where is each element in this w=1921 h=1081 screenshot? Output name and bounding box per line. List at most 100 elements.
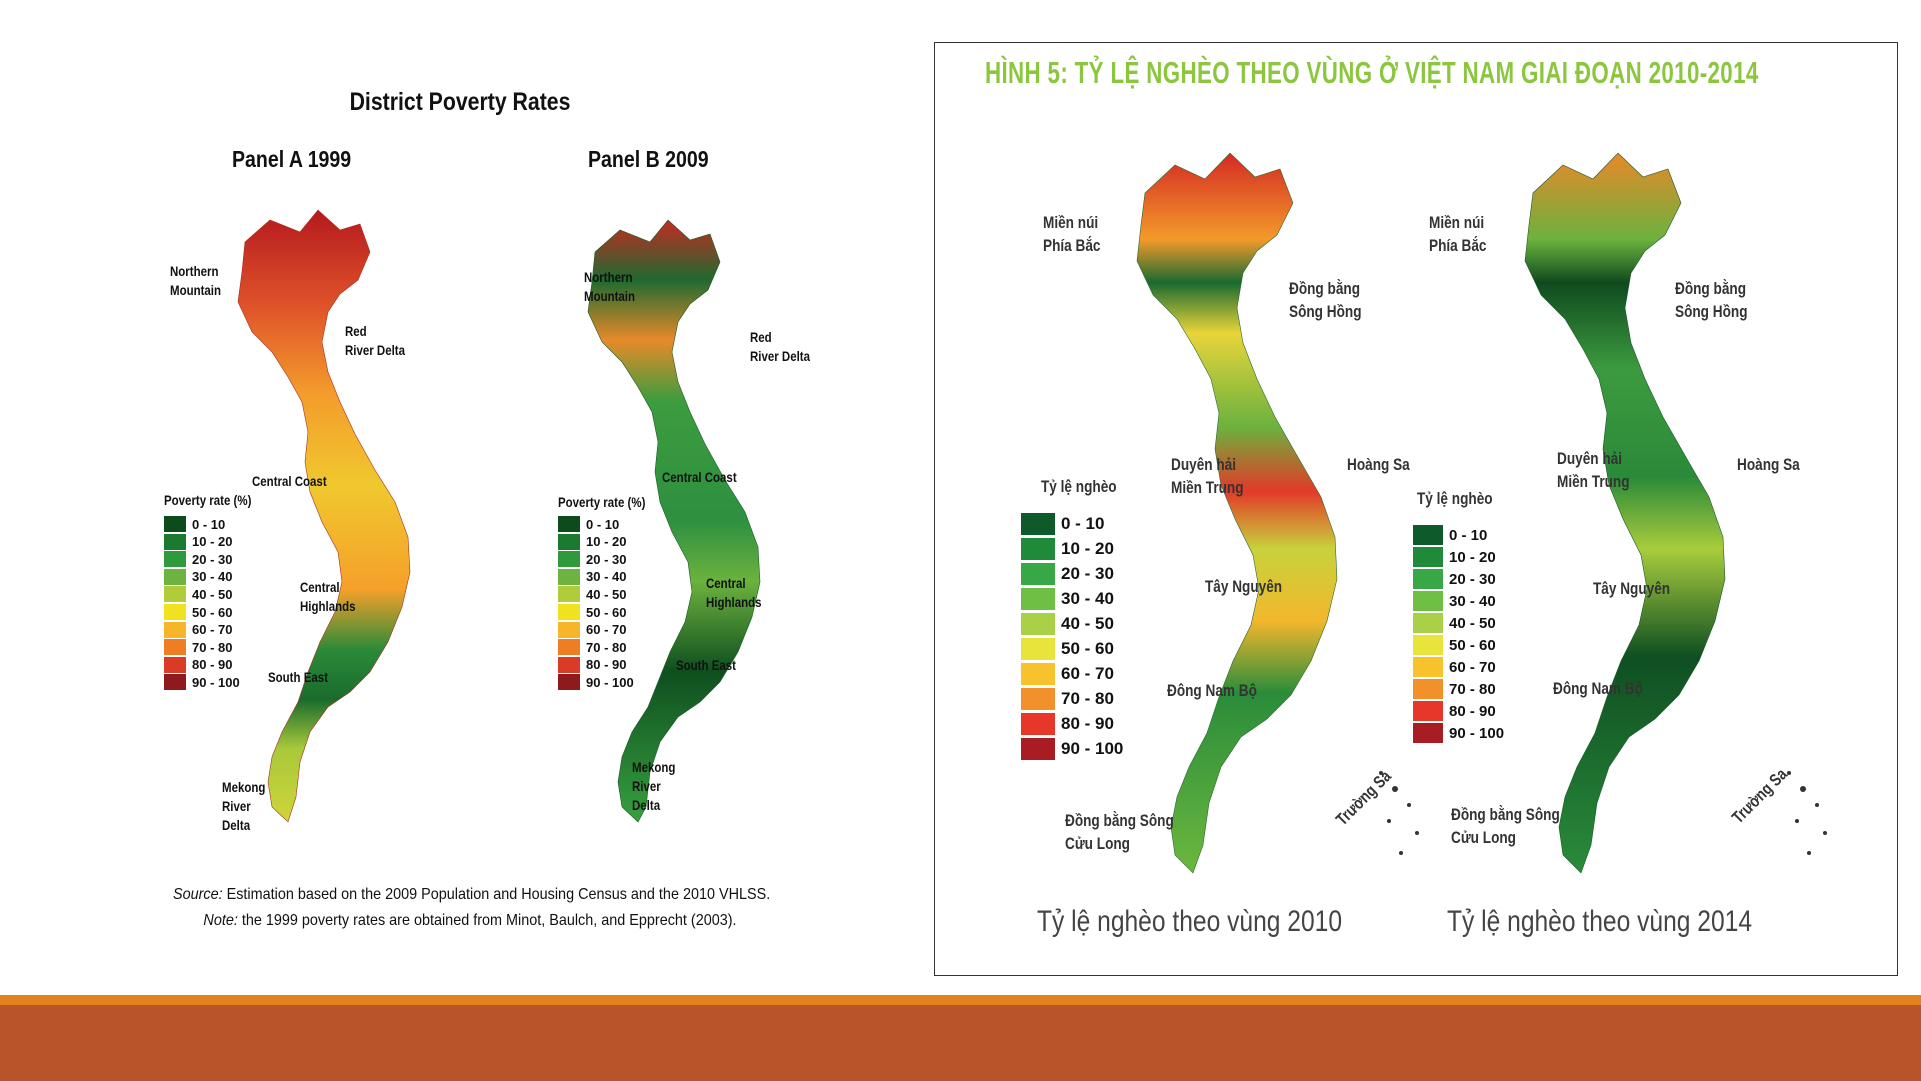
legend-a-swatch	[164, 586, 186, 603]
label-b-central-coast: Central Coast	[662, 469, 737, 485]
figure-heading: HÌNH 5: TỶ LỆ NGHÈO THEO VÙNG Ở VIỆT NAM…	[985, 55, 1759, 90]
label-2010-dong-bang-song-cuu-long: Đồng bằng Sông Cửu Long	[1065, 811, 1174, 853]
label-a-south-east: South East	[268, 669, 328, 685]
legend-b-label: 20 - 30	[586, 551, 627, 567]
legend-2010-swatch	[1021, 563, 1055, 585]
islands-2010	[1379, 771, 1419, 855]
legend-2014-swatch	[1413, 569, 1443, 589]
district-poverty-figure: District Poverty Rates Panel A 1999 Pane…	[140, 70, 840, 950]
legend-a-row: 60 - 70	[164, 621, 232, 638]
legend-2010-row: 90 - 100	[1021, 738, 1123, 760]
legend-2014-swatch	[1413, 657, 1443, 677]
legend-a-row: 40 - 50	[164, 586, 233, 603]
label-2014-dong-bang-song-hong: Đồng bằng Sông Hồng	[1675, 279, 1748, 321]
islands-2014	[1787, 771, 1827, 855]
legend-2014-label: 10 - 20	[1449, 548, 1496, 566]
legend-b-label: 70 - 80	[586, 639, 627, 655]
legend-a-swatch	[164, 604, 186, 620]
legend-a-label: 80 - 90	[192, 657, 233, 673]
legend-2014-swatch	[1413, 525, 1443, 545]
legend-2010-label: 40 - 50	[1061, 614, 1114, 633]
legend-2014-row: 0 - 10	[1413, 525, 1487, 545]
legend-2010-row: 20 - 30	[1021, 563, 1114, 585]
label-2010-tay-nguyen: Tây Nguyên	[1205, 577, 1283, 596]
legend-2010-swatch	[1021, 638, 1055, 660]
label-2014-dong-nam-bo: Đông Nam Bộ	[1553, 679, 1643, 698]
legend-2014-row: 60 - 70	[1413, 657, 1496, 677]
legend-2010-swatch	[1021, 663, 1055, 685]
legend-2014-label: 60 - 70	[1449, 658, 1496, 676]
vietnam-shape-2014	[1524, 152, 1726, 874]
legend-2014-label: 80 - 90	[1449, 702, 1496, 720]
legend-2014-swatch	[1413, 547, 1443, 567]
map-2014	[1524, 152, 1726, 874]
legend-a-swatch	[164, 674, 186, 691]
legend-2014-swatch	[1413, 679, 1443, 699]
legend-b-swatch	[558, 516, 580, 532]
legend-2010-label: 0 - 10	[1061, 514, 1105, 533]
legend-a-row: 50 - 60	[164, 604, 232, 620]
legend-b-row: 10 - 20	[558, 533, 626, 550]
legend-2010-row: 70 - 80	[1021, 688, 1114, 710]
legend-2014-row: 20 - 30	[1413, 569, 1496, 589]
legend-b-row: 30 - 40	[558, 568, 626, 585]
legend-2014-row: 80 - 90	[1413, 701, 1496, 721]
legend-a-swatch	[164, 639, 186, 656]
panel-a-map	[237, 209, 411, 823]
legend-2014-swatch	[1413, 613, 1443, 633]
label-2014-duyen-hai-mien-trung: Duyên hải Miền Trung	[1557, 449, 1630, 491]
legend-2010-row: 0 - 10	[1021, 513, 1104, 535]
legend-a-swatch	[164, 656, 186, 673]
legend-2010-row: 80 - 90	[1021, 713, 1114, 735]
source-note: Source: Estimation based on the 2009 Pop…	[173, 882, 770, 934]
legend-2010-title: Tỷ lệ nghèo	[1041, 477, 1117, 496]
label-2010-mien-nui-phia-bac: Miền núi Phía Bắc	[1043, 213, 1101, 255]
bottom-accent-bar	[0, 995, 1921, 1081]
legend-2010-swatch	[1021, 513, 1055, 535]
legend-2010-row: 40 - 50	[1021, 613, 1114, 635]
legend-b-title: Poverty rate (%)	[558, 494, 646, 510]
legend-b-label: 40 - 50	[586, 586, 627, 602]
legend-2014-label: 40 - 50	[1449, 614, 1496, 632]
legend-a-row: 90 - 100	[164, 674, 240, 691]
legend-a-label: 40 - 50	[192, 586, 233, 602]
legend-2010-swatch	[1021, 538, 1055, 560]
legend-b-row: 80 - 90	[558, 656, 627, 673]
legend-2014-row: 70 - 80	[1413, 679, 1496, 699]
caption-2010: Tỷ lệ nghèo theo vùng 2010	[1037, 905, 1343, 938]
legend-b-swatch	[558, 621, 580, 638]
legend-a-swatch	[164, 533, 186, 550]
label-b-northern-mountain: Northern Mountain	[584, 269, 636, 304]
label-2014-mien-nui-phia-bac: Miền núi Phía Bắc	[1429, 213, 1487, 255]
legend-b-label: 0 - 10	[586, 516, 620, 532]
legend-a-swatch	[164, 621, 186, 638]
legend-2010-swatch	[1021, 713, 1055, 735]
legend-2010-label: 80 - 90	[1061, 714, 1114, 733]
legend-2010-label: 20 - 30	[1061, 564, 1114, 583]
label-2010-dong-nam-bo: Đông Nam Bộ	[1167, 681, 1257, 700]
legend-a-swatch	[164, 516, 186, 532]
legend-2010-label: 70 - 80	[1061, 689, 1114, 708]
legend-b-swatch	[558, 656, 580, 673]
legend-2010-swatch	[1021, 588, 1055, 610]
legend-b-swatch	[558, 551, 580, 568]
legend-b-row: 0 - 10	[558, 516, 619, 532]
label-b-red-river-delta: Red River Delta	[750, 329, 810, 364]
legend-b-row: 20 - 30	[558, 551, 627, 568]
legend-a-label: 20 - 30	[192, 551, 233, 567]
label-2014-tay-nguyen: Tây Nguyên	[1593, 579, 1671, 598]
legend-2010-swatch	[1021, 738, 1055, 760]
legend-b-label: 50 - 60	[586, 604, 627, 620]
legend-2014-swatch	[1413, 635, 1443, 655]
legend-a-row: 70 - 80	[164, 639, 232, 656]
legend-b-label: 80 - 90	[586, 657, 627, 673]
legend-a-label: 30 - 40	[192, 569, 233, 585]
legend-2014-row: 90 - 100	[1413, 723, 1504, 743]
legend-a-label: 90 - 100	[192, 674, 240, 690]
legend-b-row: 70 - 80	[558, 639, 627, 656]
legend-a-swatch	[164, 551, 186, 568]
label-2010-dong-bang-song-hong: Đồng bằng Sông Hồng	[1289, 279, 1362, 321]
label-a-red-river-delta: Red River Delta	[345, 323, 405, 358]
label-2014-dong-bang-song-cuu-long: Đồng bằng Sông Cửu Long	[1451, 805, 1560, 847]
